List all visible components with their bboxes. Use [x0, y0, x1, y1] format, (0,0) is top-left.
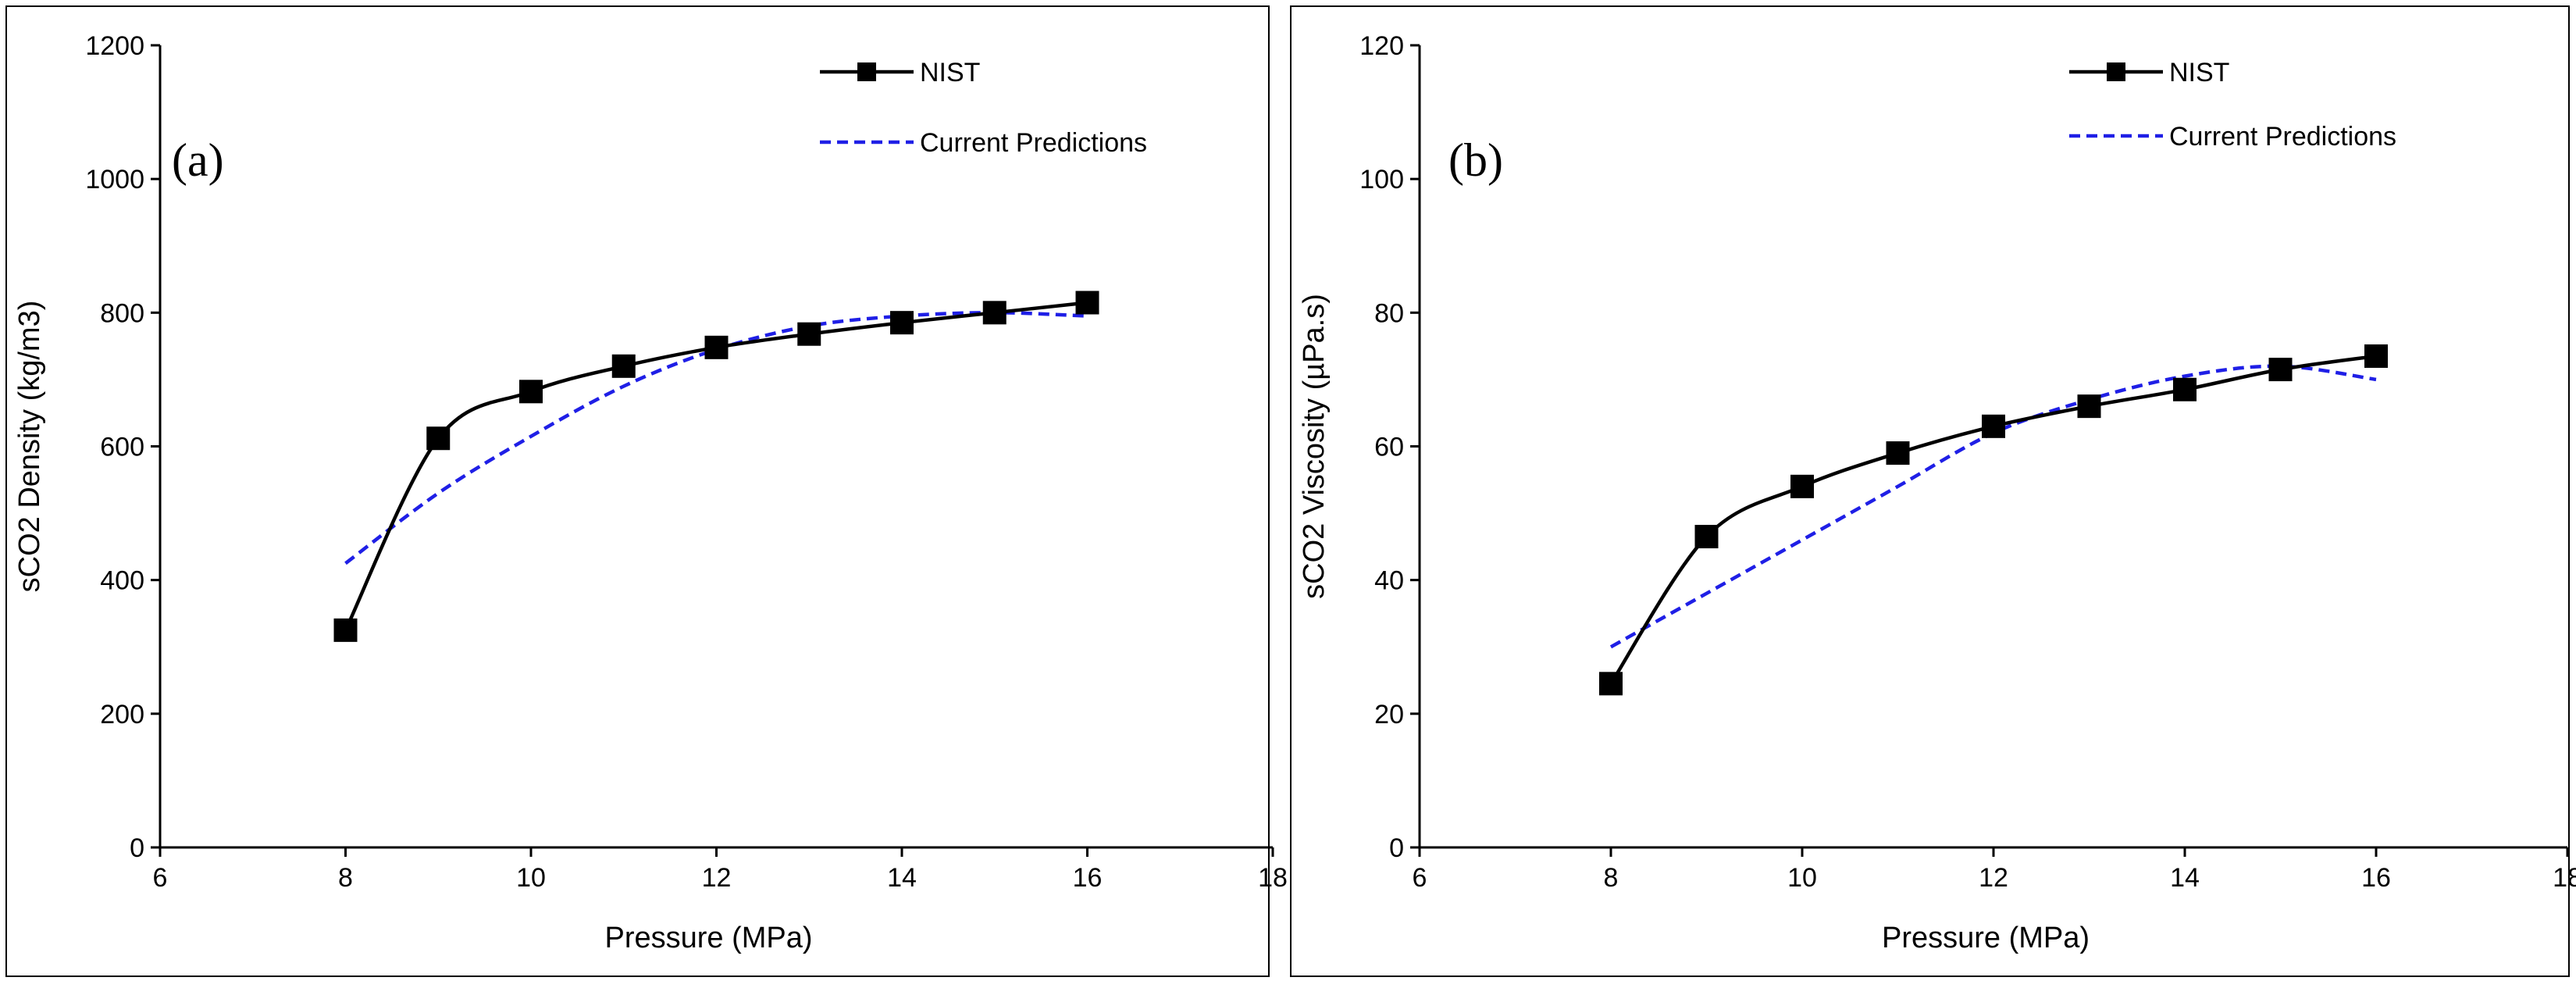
x-tick-label: 16	[2361, 863, 2391, 893]
x-tick-label: 14	[2170, 863, 2200, 893]
nist-marker	[519, 380, 543, 404]
y-tick-label: 1000	[85, 165, 144, 194]
nist-marker	[797, 322, 821, 346]
x-axis-title: Pressure (MPa)	[1882, 922, 2090, 954]
nist-marker	[1790, 474, 1814, 498]
chart-frame	[1290, 5, 2570, 977]
legend-nist-label: NIST	[2169, 58, 2229, 87]
panel-label: (b)	[1448, 134, 1503, 186]
nist-marker	[426, 426, 451, 451]
nist-marker	[2364, 344, 2388, 368]
nist-marker	[1694, 525, 1719, 549]
x-tick-label: 18	[2553, 863, 2576, 893]
y-axis-title: sCO2 Density (kg/m3)	[13, 301, 46, 593]
y-tick-label: 40	[1374, 566, 1404, 596]
x-tick-label: 12	[1979, 863, 2008, 893]
x-tick-label: 6	[1413, 863, 1427, 893]
legend-predictions-label: Current Predictions	[920, 128, 1147, 158]
predictions-line	[1609, 364, 2377, 649]
nist-marker	[2173, 377, 2197, 401]
y-tick-label: 1200	[85, 31, 144, 61]
nist-marker	[333, 618, 358, 642]
x-tick-label: 18	[1258, 863, 1288, 893]
nist-marker	[2268, 358, 2293, 382]
nist-marker	[1982, 414, 2005, 438]
nist-marker	[1599, 672, 1623, 696]
y-tick-label: 800	[100, 298, 144, 328]
legend-nist-marker	[2107, 62, 2125, 81]
chart-panel-a: 0 200 400 600 800 1000 1200 6 8 10 12 14 16 18 Pressur…	[5, 5, 1288, 977]
x-tick-label: 10	[516, 863, 546, 893]
x-tick-label: 8	[1604, 863, 1619, 893]
y-tick-label: 120	[1359, 31, 1404, 61]
nist-marker	[611, 354, 636, 378]
nist-marker	[890, 311, 914, 335]
y-tick-label: 400	[100, 566, 144, 596]
y-tick-label: 60	[1374, 433, 1404, 462]
panel-label: (a)	[172, 134, 224, 186]
x-tick-label: 6	[153, 863, 168, 893]
chart-panel-b: 0 20 40 60 80 100 120 6 8 10 12 14 16 18 Pressure (MPa…	[1290, 5, 2576, 977]
y-tick-label: 600	[100, 433, 144, 462]
legend-predictions-label: Current Predictions	[2169, 122, 2396, 152]
nist-marker	[2077, 394, 2101, 419]
y-tick-label: 0	[1389, 833, 1404, 863]
nist-marker	[704, 335, 729, 359]
legend-nist-label: NIST	[920, 58, 980, 87]
chart-frame	[5, 5, 1270, 977]
x-tick-label: 16	[1073, 863, 1103, 893]
x-tick-label: 8	[338, 863, 353, 893]
y-tick-label: 80	[1374, 298, 1404, 328]
x-tick-label: 10	[1787, 863, 1817, 893]
y-axis-title: sCO2 Viscosity (µPa.s)	[1298, 294, 1331, 599]
nist-line	[1609, 354, 2377, 685]
x-axis-title: Pressure (MPa)	[604, 922, 812, 954]
nist-marker	[1886, 441, 1910, 465]
x-tick-label: 14	[887, 863, 917, 893]
nist-marker	[1075, 291, 1099, 315]
legend-nist-marker	[857, 62, 876, 81]
y-tick-label: 20	[1374, 700, 1404, 729]
y-tick-label: 200	[100, 700, 144, 729]
x-tick-label: 12	[702, 863, 732, 893]
y-tick-label: 100	[1359, 165, 1404, 194]
y-tick-label: 0	[130, 833, 144, 863]
nist-marker	[982, 301, 1007, 325]
